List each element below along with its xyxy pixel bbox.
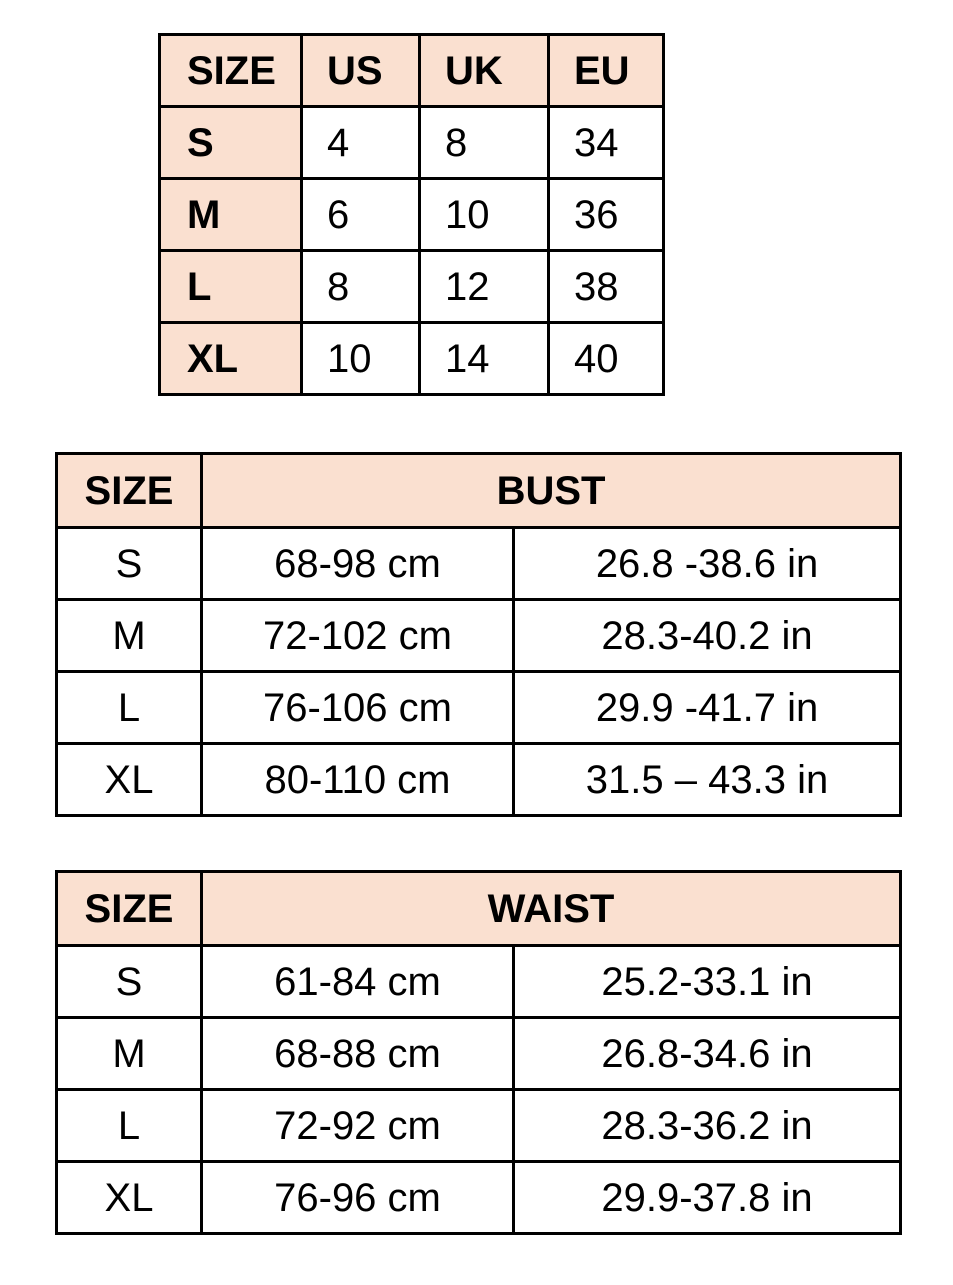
cell-us: 8 (300, 249, 421, 324)
cell-size: M (55, 598, 203, 673)
cell-size: XL (55, 1160, 203, 1235)
column-header-size: SIZE (158, 33, 303, 108)
cell-waist-cm: 61-84 cm (200, 944, 515, 1019)
cell-bust-in: 26.8 -38.6 in (511, 526, 903, 601)
cell-size: S (158, 105, 303, 180)
cell-eu: 40 (547, 321, 665, 396)
cell-bust-in: 29.9 -41.7 in (511, 670, 903, 745)
cell-waist-in: 29.9-37.8 in (511, 1160, 903, 1235)
cell-size: XL (55, 742, 203, 817)
cell-eu: 38 (547, 249, 665, 324)
cell-size: L (55, 1088, 203, 1163)
cell-size: XL (158, 321, 303, 396)
cell-waist-cm: 68-88 cm (200, 1016, 515, 1091)
cell-waist-in: 28.3-36.2 in (511, 1088, 903, 1163)
cell-uk: 8 (418, 105, 550, 180)
bust-measurement-table: SIZE BUST S 68-98 cm 26.8 -38.6 in M 72-… (55, 452, 903, 817)
cell-waist-in: 26.8-34.6 in (511, 1016, 903, 1091)
cell-size: S (55, 944, 203, 1019)
table-row: L 8 12 38 (158, 249, 665, 324)
table-row: S 61-84 cm 25.2-33.1 in (55, 944, 903, 1019)
table-row: XL 80-110 cm 31.5 – 43.3 in (55, 742, 903, 817)
cell-size: M (158, 177, 303, 252)
table-header-row: SIZE US UK EU (158, 33, 665, 108)
cell-us: 6 (300, 177, 421, 252)
cell-bust-cm: 68-98 cm (200, 526, 515, 601)
cell-bust-cm: 76-106 cm (200, 670, 515, 745)
cell-eu: 34 (547, 105, 665, 180)
cell-us: 4 (300, 105, 421, 180)
cell-size: L (158, 249, 303, 324)
table-row: M 68-88 cm 26.8-34.6 in (55, 1016, 903, 1091)
cell-bust-in: 28.3-40.2 in (511, 598, 903, 673)
column-header-size: SIZE (55, 870, 203, 947)
column-header-waist: WAIST (199, 870, 903, 947)
cell-size: S (55, 526, 203, 601)
table-row: L 72-92 cm 28.3-36.2 in (55, 1088, 903, 1163)
column-header-bust: BUST (199, 452, 903, 529)
cell-waist-in: 25.2-33.1 in (511, 944, 903, 1019)
cell-us: 10 (300, 321, 421, 396)
table-row: XL 76-96 cm 29.9-37.8 in (55, 1160, 903, 1235)
cell-bust-cm: 80-110 cm (200, 742, 515, 817)
table-row: XL 10 14 40 (158, 321, 665, 396)
cell-bust-in: 31.5 – 43.3 in (511, 742, 903, 817)
cell-bust-cm: 72-102 cm (200, 598, 515, 673)
table-row: S 4 8 34 (158, 105, 665, 180)
table-row: L 76-106 cm 29.9 -41.7 in (55, 670, 903, 745)
table-row: M 6 10 36 (158, 177, 665, 252)
cell-uk: 12 (418, 249, 550, 324)
table-header-row: SIZE WAIST (55, 870, 903, 947)
table-header-row: SIZE BUST (55, 452, 903, 529)
size-conversion-table: SIZE US UK EU S 4 8 34 M 6 10 36 L 8 12 … (158, 33, 665, 396)
cell-waist-cm: 72-92 cm (200, 1088, 515, 1163)
waist-measurement-table: SIZE WAIST S 61-84 cm 25.2-33.1 in M 68-… (55, 870, 903, 1235)
table-row: S 68-98 cm 26.8 -38.6 in (55, 526, 903, 601)
table-row: M 72-102 cm 28.3-40.2 in (55, 598, 903, 673)
column-header-uk: UK (418, 33, 550, 108)
column-header-eu: EU (547, 33, 665, 108)
cell-size: M (55, 1016, 203, 1091)
cell-waist-cm: 76-96 cm (200, 1160, 515, 1235)
cell-uk: 10 (418, 177, 550, 252)
cell-uk: 14 (418, 321, 550, 396)
cell-eu: 36 (547, 177, 665, 252)
column-header-size: SIZE (55, 452, 203, 529)
column-header-us: US (300, 33, 421, 108)
cell-size: L (55, 670, 203, 745)
